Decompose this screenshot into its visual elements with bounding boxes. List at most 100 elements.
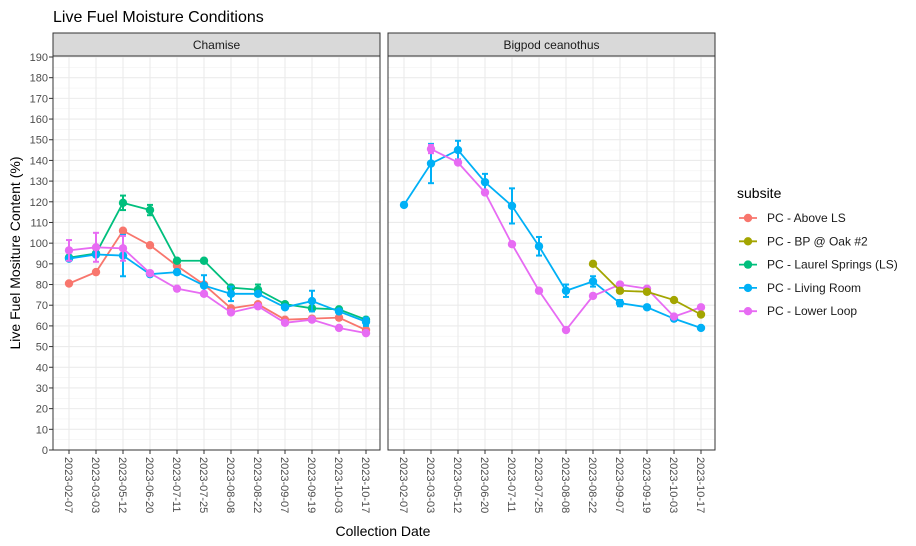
legend-title: subsite (737, 185, 782, 201)
data-point (172, 256, 182, 265)
data-point (561, 325, 571, 335)
data-point (280, 318, 290, 327)
data-point (91, 243, 101, 252)
data-point (642, 303, 652, 312)
y-tick-label: 160 (30, 114, 48, 126)
y-tick-label: 140 (30, 155, 48, 167)
data-point (361, 317, 371, 326)
x-tick-label: 2023-05-12 (451, 457, 463, 513)
data-point (534, 242, 544, 251)
data-point (91, 267, 101, 277)
x-tick-label: 2023-09-07 (613, 457, 625, 513)
legend-marker (743, 283, 753, 293)
data-point (615, 298, 625, 308)
y-tick-label: 50 (36, 342, 48, 354)
x-tick-label: 2023-08-08 (224, 457, 236, 513)
data-point (253, 302, 263, 311)
data-point (588, 291, 598, 301)
y-tick-label: 40 (36, 362, 48, 374)
data-point (118, 198, 128, 208)
x-tick-label: 2023-05-12 (116, 457, 128, 513)
data-point (480, 177, 490, 187)
series-group (588, 259, 706, 319)
legend-marker (743, 307, 753, 316)
plot-area: 0 10 20 30 40 50 60 70 80 90 100 110 120 130 140 150 160… (30, 32, 716, 513)
y-tick-label: 30 (36, 383, 48, 395)
legend-item: PC - Laurel Springs (LS) (739, 258, 898, 272)
data-point (118, 244, 128, 253)
legend-label: PC - BP @ Oak #2 (767, 234, 868, 248)
panel-background (53, 56, 380, 450)
data-point (615, 280, 625, 289)
series-line (68, 229, 367, 331)
data-point (696, 323, 706, 333)
x-tick-label: 2023-08-08 (559, 457, 571, 513)
series-group (399, 139, 706, 333)
x-tick-label: 2023-06-20 (478, 457, 490, 513)
panel-background (388, 56, 715, 450)
y-tick-label: 20 (36, 404, 48, 416)
data-point (588, 277, 598, 286)
y-tick-label: 120 (30, 197, 48, 209)
data-point (426, 144, 436, 154)
legend-marker (743, 260, 753, 269)
data-point (145, 205, 155, 215)
x-axis-label: Collection Date (336, 523, 431, 539)
series-line (68, 201, 367, 321)
data-point (145, 241, 155, 250)
data-point (507, 239, 517, 249)
legend-item: PC - Above LS (739, 211, 846, 225)
data-point (480, 188, 490, 197)
data-point (199, 281, 209, 290)
y-tick-label: 190 (30, 52, 48, 64)
series-line (68, 253, 367, 323)
data-point (64, 279, 74, 288)
x-tick-label: 2023-09-19 (305, 457, 317, 513)
legend-label: PC - Laurel Springs (LS) (767, 258, 898, 272)
y-tick-label: 100 (30, 238, 48, 250)
data-point (561, 286, 571, 295)
data-point (334, 323, 344, 333)
data-point (199, 256, 209, 265)
x-tick-label: 2023-03-03 (89, 457, 101, 513)
x-tick-label: 2023-10-17 (359, 457, 371, 513)
facet-strip-label: Chamise (193, 38, 241, 52)
y-tick-label: 180 (30, 73, 48, 85)
x-tick-label: 2023-07-25 (197, 457, 209, 513)
x-tick-label: 2023-07-11 (170, 457, 182, 512)
data-point (642, 287, 652, 296)
x-tick-label: 2023-10-17 (694, 457, 706, 513)
data-point (669, 295, 679, 305)
y-tick-label: 80 (36, 280, 48, 292)
legend-item: PC - Lower Loop (739, 304, 857, 318)
data-point (64, 246, 74, 255)
x-tick-label: 2023-02-07 (397, 457, 409, 513)
series-line (68, 246, 367, 335)
data-point (280, 303, 290, 312)
y-tick-label: 0 (42, 445, 48, 457)
data-point (588, 259, 598, 269)
data-point (307, 296, 317, 306)
data-point (145, 268, 155, 278)
y-tick-label: 170 (30, 93, 48, 105)
x-tick-label: 2023-10-03 (667, 457, 679, 513)
facet-panel: Bigpod ceanothus 2023-02-07 2023-03-03 2023… (387, 32, 716, 513)
data-point (172, 267, 182, 277)
data-point (669, 312, 679, 321)
x-tick-label: 2023-07-11 (505, 457, 517, 512)
data-point (399, 200, 409, 210)
legend-label: PC - Lower Loop (767, 304, 857, 318)
series-line (403, 148, 702, 329)
x-tick-label: 2023-07-25 (532, 457, 544, 513)
y-tick-label: 10 (36, 424, 48, 436)
facet-strip-label: Bigpod ceanothus (503, 38, 599, 52)
y-axis-label: Live Fuel Mositure Content (%) (7, 157, 23, 350)
data-point (453, 158, 463, 167)
data-point (426, 159, 436, 168)
x-tick-label: 2023-09-07 (278, 457, 290, 513)
y-tick-label: 150 (30, 135, 48, 147)
data-point (696, 310, 706, 319)
x-tick-label: 2023-03-03 (424, 457, 436, 513)
data-point (361, 328, 371, 338)
